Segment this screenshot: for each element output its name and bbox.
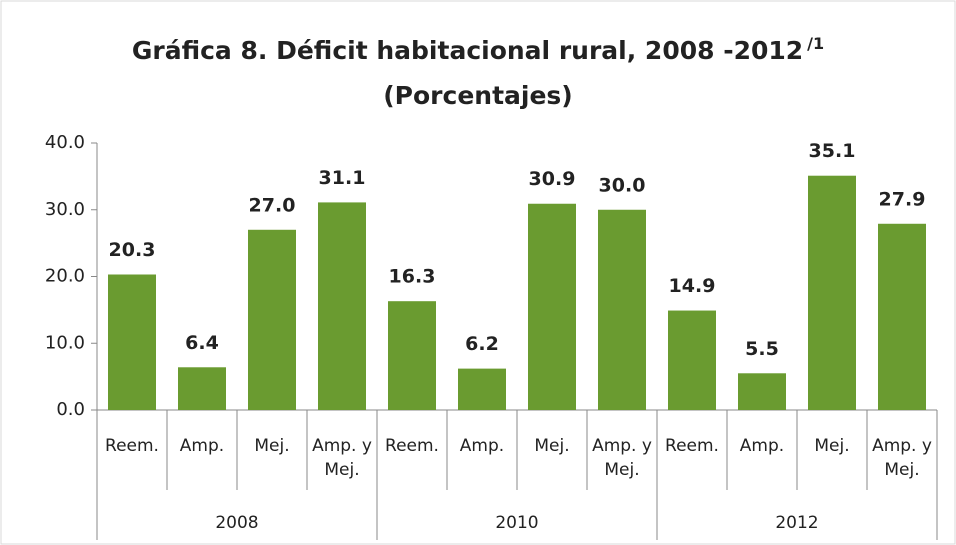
value-label: 14.9 <box>669 275 716 297</box>
group-label: 2008 <box>215 513 258 533</box>
value-label: 20.3 <box>109 239 156 261</box>
value-label: 31.1 <box>319 167 366 189</box>
x-tick-label: Reem. <box>105 436 159 456</box>
x-tick-label: Amp. <box>459 436 505 456</box>
x-tick-label: Amp. <box>179 436 225 456</box>
bar <box>878 223 926 410</box>
y-tick-label: 10.0 <box>45 332 85 353</box>
group-label: 2012 <box>775 513 818 533</box>
y-tick-label: 40.0 <box>45 132 85 153</box>
value-label: 6.2 <box>465 333 499 355</box>
x-tick-label: Amp. y Mej. <box>592 436 652 480</box>
bar <box>108 274 156 410</box>
value-label: 35.1 <box>809 140 856 162</box>
bar <box>738 373 786 410</box>
value-label: 27.9 <box>879 188 926 210</box>
value-label: 6.4 <box>185 332 219 354</box>
x-tick-label: Amp. y Mej. <box>872 436 932 480</box>
x-tick-label: Mej. <box>534 436 570 456</box>
title-main: Gráfica 8. Déficit habitacional rural, 2… <box>132 36 803 65</box>
bar <box>318 202 366 410</box>
title-superscript: /1 <box>807 34 824 53</box>
chart-subtitle: (Porcentajes) <box>383 81 572 110</box>
x-tick-label: Mej. <box>814 436 850 456</box>
bar <box>388 301 436 410</box>
y-tick-label: 30.0 <box>45 199 85 220</box>
value-label: 27.0 <box>249 194 296 216</box>
y-tick-label: 20.0 <box>45 266 85 287</box>
bar <box>528 203 576 410</box>
bar <box>248 229 296 410</box>
bar <box>178 367 226 410</box>
value-label: 30.0 <box>599 174 646 196</box>
x-tick-label: Reem. <box>665 436 719 456</box>
chart-title: Gráfica 8. Déficit habitacional rural, 2… <box>132 34 824 66</box>
group-label: 2010 <box>495 513 538 533</box>
bar <box>598 209 646 410</box>
x-tick-label: Reem. <box>385 436 439 456</box>
value-label: 16.3 <box>389 266 436 288</box>
bar <box>458 368 506 410</box>
value-label: 30.9 <box>529 168 576 190</box>
x-tick-label: Amp. <box>739 436 785 456</box>
value-label: 5.5 <box>745 338 779 360</box>
x-tick-label: Amp. y Mej. <box>312 436 372 480</box>
y-tick-label: 0.0 <box>56 399 85 420</box>
bar <box>668 310 716 410</box>
x-tick-label: Mej. <box>254 436 290 456</box>
bar <box>808 175 856 410</box>
